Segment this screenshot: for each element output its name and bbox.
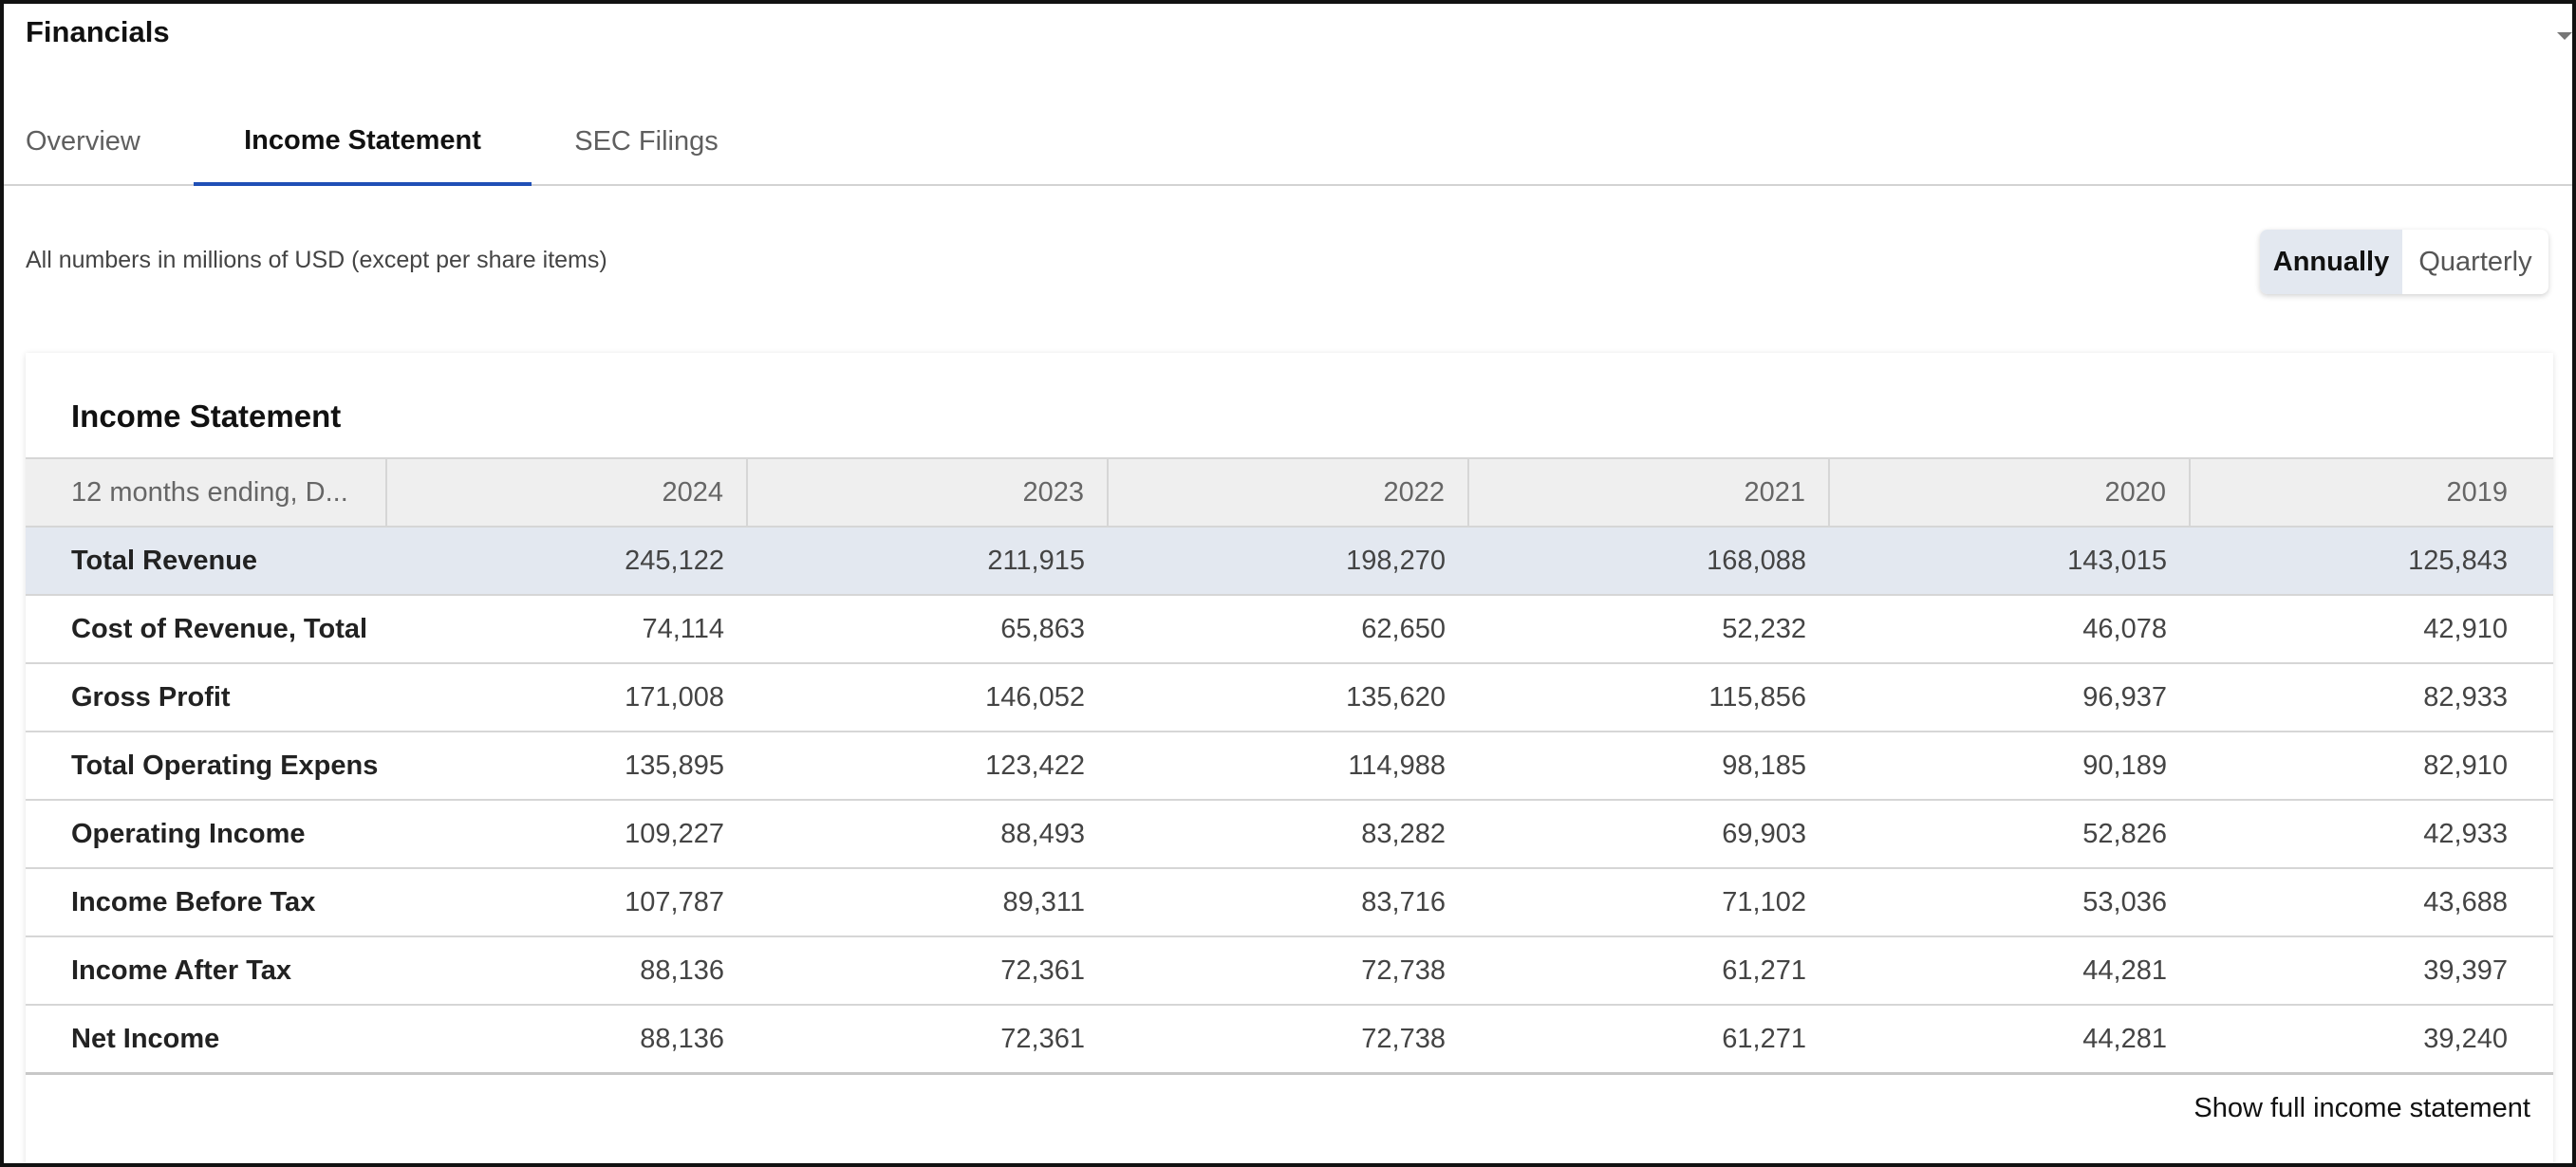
table-row: Total Revenue 245,122 211,915 198,270 16… (26, 527, 2553, 596)
row-label: Income Before Tax (26, 868, 386, 937)
row-label: Total Operating Expens (26, 732, 386, 801)
cell-value: 83,716 (1108, 868, 1468, 937)
cell-value: 61,271 (1468, 936, 1829, 1006)
cell-value: 53,036 (1829, 868, 2190, 937)
cell-value: 52,826 (1829, 800, 2190, 869)
caret-down-icon (2557, 32, 2572, 40)
tab-overview[interactable]: Overview (26, 125, 140, 157)
cell-value: 71,102 (1468, 868, 1829, 937)
cell-value: 88,493 (747, 800, 1108, 869)
income-statement-card: Income Statement 12 months ending, D... … (26, 353, 2553, 1163)
cell-value: 39,240 (2190, 1005, 2553, 1075)
row-label: Total Revenue (26, 527, 386, 596)
table-row: Income Before Tax 107,787 89,311 83,716 … (26, 868, 2553, 937)
tab-income-statement[interactable]: Income Statement (194, 99, 532, 186)
cell-value: 61,271 (1468, 1005, 1829, 1075)
cell-value: 211,915 (747, 527, 1108, 596)
annually-button[interactable]: Annually (2260, 230, 2402, 294)
show-full-income-statement-link[interactable]: Show full income statement (2193, 1093, 2530, 1123)
page-title: Financials (26, 15, 170, 48)
year-header: 2022 (1108, 457, 1469, 528)
cell-value: 72,738 (1108, 936, 1468, 1006)
cell-value: 109,227 (386, 800, 747, 869)
cell-value: 83,282 (1108, 800, 1468, 869)
cell-value: 44,281 (1829, 936, 2190, 1006)
cell-value: 88,136 (386, 936, 747, 1006)
year-header: 2021 (1468, 457, 1830, 528)
cell-value: 98,185 (1468, 732, 1829, 801)
cell-value: 39,397 (2190, 936, 2553, 1006)
table-header-row: 12 months ending, D... 2024 2023 2022 20… (26, 457, 2553, 528)
cell-value: 65,863 (747, 595, 1108, 664)
cell-value: 42,910 (2190, 595, 2553, 664)
cell-value: 171,008 (386, 663, 747, 732)
cell-value: 123,422 (747, 732, 1108, 801)
cell-value: 245,122 (386, 527, 747, 596)
year-header: 2024 (386, 457, 748, 528)
cell-value: 46,078 (1829, 595, 2190, 664)
cell-value: 52,232 (1468, 595, 1829, 664)
cell-value: 82,910 (2190, 732, 2553, 801)
table-row: Total Operating Expens 135,895 123,422 1… (26, 732, 2553, 801)
income-statement-table: 12 months ending, D... 2024 2023 2022 20… (26, 457, 2553, 1075)
cell-value: 90,189 (1829, 732, 2190, 801)
cell-value: 96,937 (1829, 663, 2190, 732)
period-toggle: Annually Quarterly (2260, 230, 2548, 294)
cell-value: 74,114 (386, 595, 747, 664)
row-label: Gross Profit (26, 663, 386, 732)
cell-value: 168,088 (1468, 527, 1829, 596)
cell-value: 88,136 (386, 1005, 747, 1075)
table-row: Operating Income 109,227 88,493 83,282 6… (26, 800, 2553, 869)
period-header: 12 months ending, D... (26, 457, 387, 528)
cell-value: 72,361 (747, 936, 1108, 1006)
row-label: Cost of Revenue, Total (26, 595, 386, 664)
cell-value: 107,787 (386, 868, 747, 937)
cell-value: 143,015 (1829, 527, 2190, 596)
card-title: Income Statement (71, 398, 342, 434)
cell-value: 125,843 (2190, 527, 2553, 596)
cell-value: 146,052 (747, 663, 1108, 732)
cell-value: 89,311 (747, 868, 1108, 937)
cell-value: 72,738 (1108, 1005, 1468, 1075)
cell-value: 69,903 (1468, 800, 1829, 869)
tab-bar: Overview Income Statement SEC Filings (4, 99, 2572, 186)
year-header: 2020 (1829, 457, 2191, 528)
tab-sec-filings[interactable]: SEC Filings (574, 125, 719, 157)
row-label: Net Income (26, 1005, 386, 1075)
cell-value: 82,933 (2190, 663, 2553, 732)
row-label: Operating Income (26, 800, 386, 869)
cell-value: 114,988 (1108, 732, 1468, 801)
cell-value: 135,620 (1108, 663, 1468, 732)
cell-value: 72,361 (747, 1005, 1108, 1075)
quarterly-button[interactable]: Quarterly (2418, 246, 2532, 277)
year-header: 2019 (2190, 457, 2553, 528)
table-row: Gross Profit 171,008 146,052 135,620 115… (26, 663, 2553, 732)
row-label: Income After Tax (26, 936, 386, 1006)
cell-value: 42,933 (2190, 800, 2553, 869)
year-header: 2023 (747, 457, 1109, 528)
cell-value: 44,281 (1829, 1005, 2190, 1075)
table-row: Cost of Revenue, Total 74,114 65,863 62,… (26, 595, 2553, 664)
cell-value: 115,856 (1468, 663, 1829, 732)
cell-value: 198,270 (1108, 527, 1468, 596)
units-note: All numbers in millions of USD (except p… (26, 247, 607, 273)
cell-value: 135,895 (386, 732, 747, 801)
cell-value: 62,650 (1108, 595, 1468, 664)
table-row: Income After Tax 88,136 72,361 72,738 61… (26, 936, 2553, 1006)
cell-value: 43,688 (2190, 868, 2553, 937)
table-row: Net Income 88,136 72,361 72,738 61,271 4… (26, 1005, 2553, 1075)
